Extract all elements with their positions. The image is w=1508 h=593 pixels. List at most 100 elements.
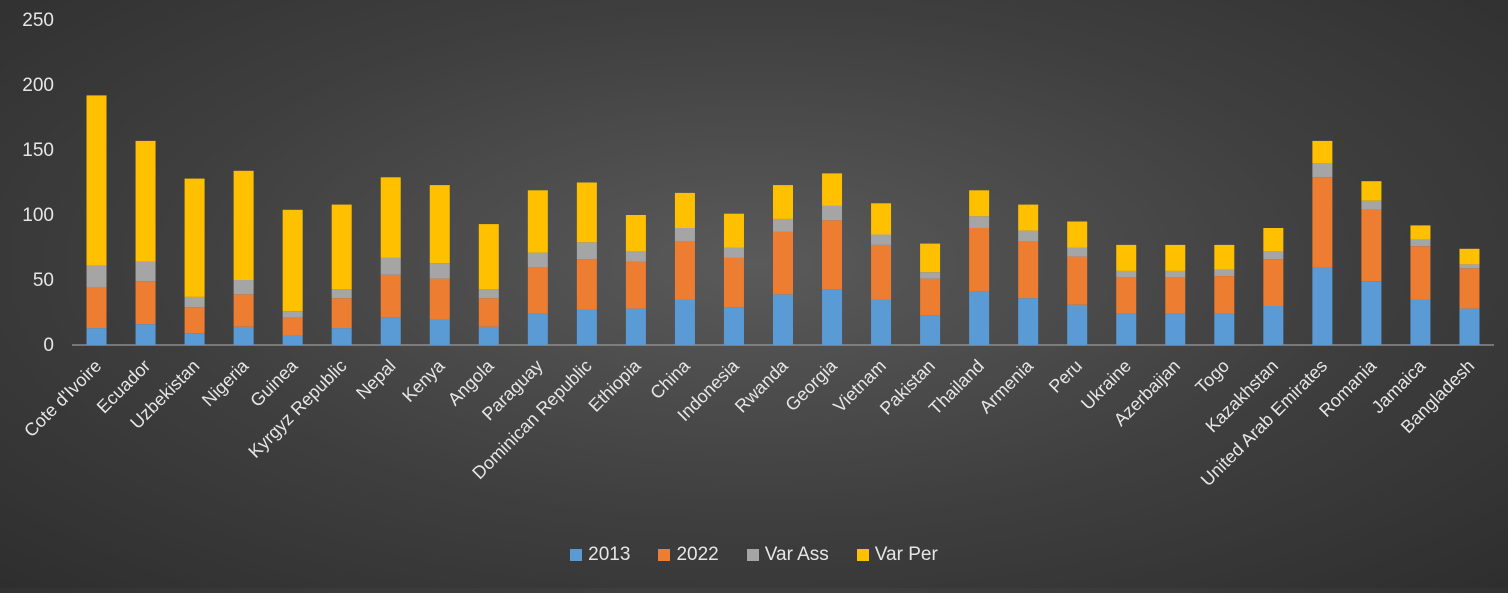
bar-segment: Peru — Var Ass: 7 (1067, 247, 1088, 257)
bar-segment: China — Var Ass: 10 (674, 228, 695, 241)
bar-segment: Uzbekistan — Var Per: 91 (184, 178, 205, 297)
bar-segment: United Arab Emirates — Var Ass: 11 (1312, 163, 1333, 178)
bar-segment: Ethiopia — 2013: 28 (625, 308, 646, 345)
bar-segment: Nepal — 2022: 33 (380, 274, 401, 318)
bar-segment: Jamaica — 2013: 35 (1410, 299, 1431, 345)
legend-swatch (658, 549, 671, 561)
bar-segment: Cote d'Ivoire — 2022: 31 (86, 287, 107, 329)
bar-segment: Indonesia — Var Ass: 8 (723, 247, 744, 258)
bar-segment: Dominican Republic — 2013: 27 (576, 309, 597, 345)
x-tick-label: Togo (1191, 356, 1233, 398)
bar-segment: United Arab Emirates — 2022: 69 (1312, 177, 1333, 267)
bar-segment: China — Var Per: 27 (674, 192, 695, 228)
bar-segment: Romania — Var Per: 15 (1361, 181, 1382, 201)
bar-segment: Thailand — Var Ass: 9 (969, 216, 990, 228)
legend-label: 2022 (676, 544, 719, 565)
legend-item: 2013 (570, 544, 630, 566)
bar-segment: Rwanda — Var Per: 26 (773, 185, 793, 219)
y-tick-label: 0 (43, 335, 54, 356)
y-tick-label: 200 (22, 75, 54, 96)
bar-segment: Ukraine — 2013: 24 (1116, 313, 1137, 345)
bar-segment: Nepal — 2013: 21 (380, 317, 401, 345)
legend-swatch (570, 549, 583, 561)
bar-segment: Togo — 2013: 24 (1214, 313, 1235, 345)
bar-segment: Azerbaijan — Var Ass: 5 (1165, 270, 1186, 278)
x-tick-label: Cote d'Ivoire (20, 356, 105, 441)
bar-segment: Indonesia — 2013: 29 (723, 307, 744, 345)
bar-segment: Georgia — 2022: 53 (822, 220, 843, 290)
bar-segment: Paraguay — 2013: 24 (527, 313, 548, 345)
bar-segment: Armenia — 2022: 44 (1018, 241, 1039, 299)
bar-segment: Ecuador — 2022: 33 (135, 281, 156, 325)
bar-segment: Guinea — 2022: 14 (282, 317, 303, 336)
bar-segment: Bangladesh — 2022: 31 (1459, 268, 1480, 309)
bar-segment: Ukraine — Var Ass: 5 (1116, 270, 1137, 278)
bar-segment: Azerbaijan — Var Per: 20 (1165, 244, 1186, 271)
bar-segment: Indonesia — 2022: 38 (723, 257, 744, 308)
bar-segment: Nigeria — 2022: 25 (233, 294, 254, 327)
bar-segment: China — 2013: 35 (674, 299, 695, 345)
bar-segment: Thailand — 2013: 41 (969, 291, 990, 345)
legend-item: Var Per (856, 544, 938, 566)
bar-segment: Uzbekistan — Var Ass: 8 (184, 296, 205, 308)
bar-segment: Peru — Var Per: 20 (1067, 221, 1088, 248)
bar-segment: Togo — Var Per: 19 (1214, 244, 1235, 270)
legend-label: 2013 (588, 544, 631, 565)
bar-segment: Armenia — 2013: 36 (1018, 298, 1039, 345)
bar-segment: Kenya — Var Per: 60 (429, 185, 450, 264)
bar-segment: Georgia — 2013: 43 (822, 289, 843, 345)
chart-legend: 2013 2022 Var Ass Var Per (0, 544, 1508, 566)
legend-swatch (856, 549, 869, 561)
bar-segment: Thailand — 2022: 49 (969, 228, 990, 292)
legend-item: 2022 (658, 544, 719, 566)
bar-segment: United Arab Emirates — Var Per: 17 (1312, 140, 1333, 163)
y-tick-label: 250 (22, 10, 54, 31)
x-tick-label: Nepal (352, 356, 399, 403)
bar-segment: Cote d'Ivoire — 2013: 13 (86, 328, 107, 345)
bar-segment: Peru — 2022: 37 (1067, 256, 1088, 305)
legend-label: Var Ass (764, 544, 829, 565)
bar-segment: Kenya — 2013: 20 (429, 319, 450, 345)
bar-segment: Kazakhstan — Var Per: 18 (1263, 228, 1284, 252)
legend-swatch (746, 549, 759, 561)
bar-segment: Rwanda — 2013: 39 (773, 294, 793, 345)
bar-segment: Angola — 2022: 22 (478, 298, 499, 327)
bar-segment: Guinea — 2013: 7 (282, 335, 303, 345)
x-tick-label: Peru (1045, 356, 1086, 397)
bar-segment: Azerbaijan — 2013: 24 (1165, 313, 1186, 345)
bar-segment: Ecuador — Var Per: 93 (135, 140, 156, 262)
bar-segment: Cote d'Ivoire — Var Ass: 17 (86, 265, 107, 288)
bar-segment: Dominican Republic — Var Per: 46 (576, 182, 597, 243)
bar-segment: Paraguay — 2022: 36 (527, 267, 548, 314)
bar-segment: Bangladesh — Var Per: 12 (1459, 248, 1480, 265)
y-tick-label: 100 (22, 205, 54, 226)
bar-segment: Paraguay — Var Ass: 11 (527, 252, 548, 267)
bar-segment: Angola — Var Ass: 7 (478, 289, 499, 299)
bar-segment: United Arab Emirates — 2013: 60 (1312, 267, 1333, 345)
bar-segment: Romania — Var Ass: 7 (1361, 200, 1382, 210)
bar-segment: Peru — 2013: 31 (1067, 304, 1088, 345)
bar-segment: Vietnam — 2013: 35 (871, 299, 892, 345)
bar-segment: Ethiopia — Var Per: 28 (625, 215, 646, 252)
bar-segment: Pakistan — Var Ass: 5 (920, 272, 941, 279)
bar-segment: Pakistan — Var Per: 22 (920, 243, 941, 273)
bar-segment: Togo — 2022: 29 (1214, 276, 1235, 314)
bar-segment: Vietnam — Var Per: 24 (871, 203, 892, 235)
bar-segment: Armenia — Var Per: 20 (1018, 204, 1039, 231)
x-tick-label: Armenia (975, 355, 1037, 417)
bar-segment: Georgia — Var Per: 25 (822, 173, 843, 206)
bar-segment: Kyrgyz Republic — 2013: 13 (331, 328, 352, 345)
bar-segment: Ukraine — 2022: 28 (1116, 277, 1137, 314)
bar-segment: Paraguay — Var Per: 48 (527, 190, 548, 253)
bar-segment: Vietnam — Var Ass: 8 (871, 234, 892, 245)
bar-segment: Kyrgyz Republic — 2022: 23 (331, 298, 352, 329)
bar-segment: Kyrgyz Republic — Var Per: 65 (331, 204, 352, 290)
bar-segment: Jamaica — 2022: 41 (1410, 246, 1431, 300)
legend-label: Var Per (874, 544, 938, 565)
bar-segment: Nepal — Var Per: 62 (380, 177, 401, 258)
bar-segment: Cote d'Ivoire — Var Per: 131 (86, 95, 107, 266)
bar-segment: Kenya — 2022: 31 (429, 278, 450, 319)
bar-segment: China — 2022: 45 (674, 241, 695, 300)
